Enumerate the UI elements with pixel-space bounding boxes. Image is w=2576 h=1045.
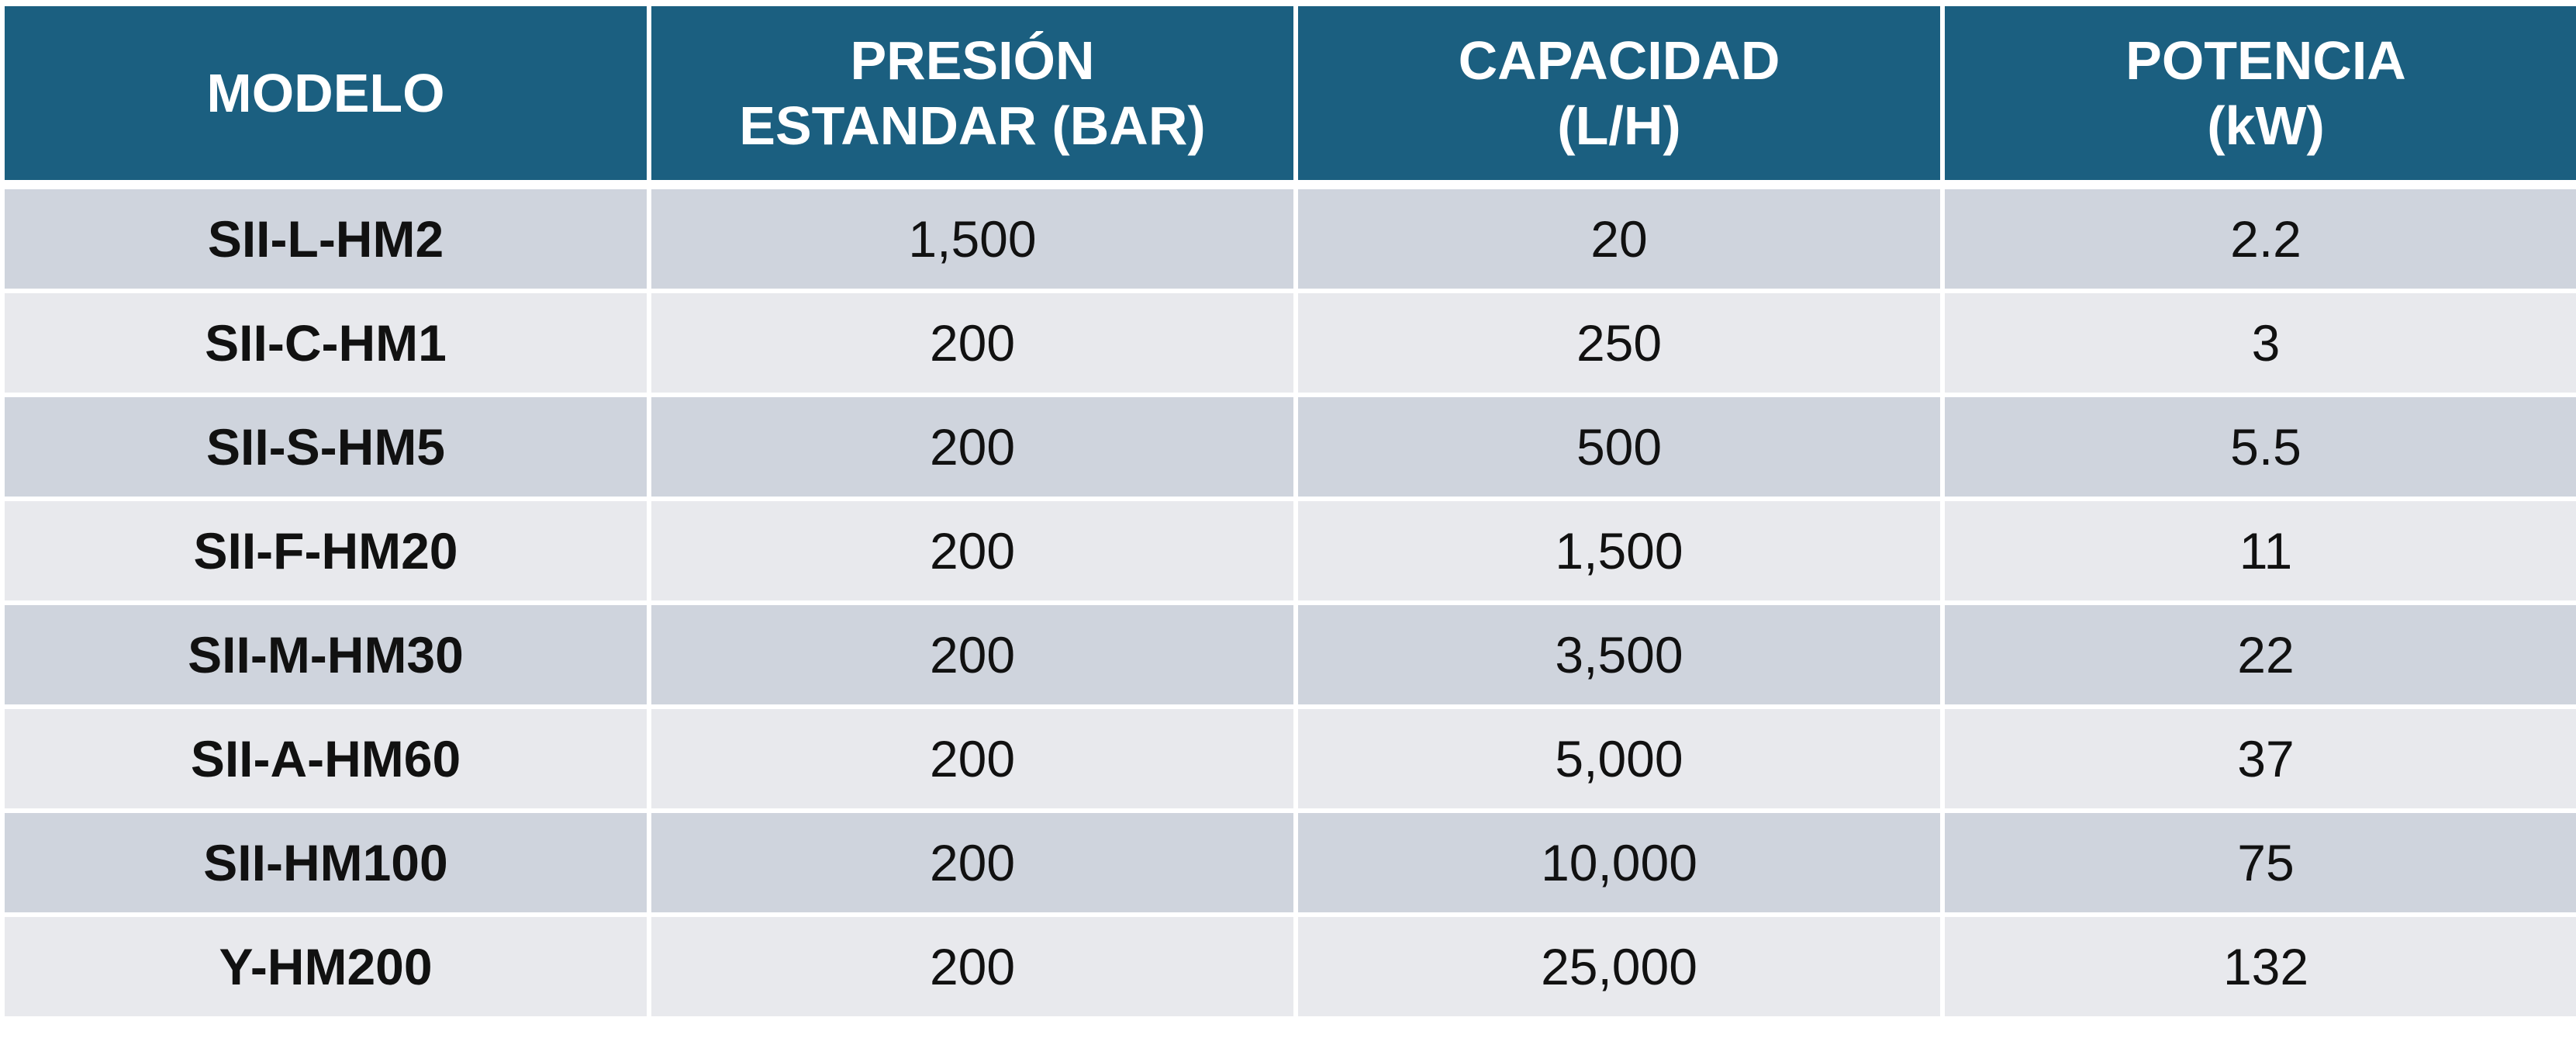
table-row: SII-C-HM1 200 250 3 xyxy=(5,293,2576,397)
table-row: Y-HM200 200 25,000 132 xyxy=(5,917,2576,1021)
cell-capacidad: 1,500 xyxy=(1298,501,1940,605)
header-capacidad-line1: CAPACIDAD xyxy=(1458,30,1780,91)
cell-potencia: 5.5 xyxy=(1945,397,2576,501)
cell-capacidad: 5,000 xyxy=(1298,709,1940,813)
cell-potencia: 132 xyxy=(1945,917,2576,1021)
cell-modelo: SII-F-HM20 xyxy=(5,501,647,605)
table-row: SII-L-HM2 1,500 20 2.2 xyxy=(5,189,2576,293)
cell-modelo: SII-HM100 xyxy=(5,813,647,917)
table-row: SII-HM100 200 10,000 75 xyxy=(5,813,2576,917)
cell-capacidad: 3,500 xyxy=(1298,605,1940,709)
cell-potencia: 3 xyxy=(1945,293,2576,397)
table-header-row: MODELO PRESIÓN ESTANDAR (BAR) CAPACIDAD … xyxy=(5,6,2576,189)
header-presion: PRESIÓN ESTANDAR (BAR) xyxy=(651,6,1293,189)
cell-modelo: SII-M-HM30 xyxy=(5,605,647,709)
cell-potencia: 22 xyxy=(1945,605,2576,709)
table-row: SII-A-HM60 200 5,000 37 xyxy=(5,709,2576,813)
cell-capacidad: 500 xyxy=(1298,397,1940,501)
cell-presion: 200 xyxy=(651,501,1293,605)
cell-modelo: Y-HM200 xyxy=(5,917,647,1021)
cell-capacidad: 10,000 xyxy=(1298,813,1940,917)
cell-presion: 1,500 xyxy=(651,189,1293,293)
cell-potencia: 37 xyxy=(1945,709,2576,813)
header-capacidad-line2: (L/H) xyxy=(1557,95,1681,156)
header-capacidad: CAPACIDAD (L/H) xyxy=(1298,6,1940,189)
spec-table: MODELO PRESIÓN ESTANDAR (BAR) CAPACIDAD … xyxy=(0,6,2576,1021)
cell-presion: 200 xyxy=(651,917,1293,1021)
cell-capacidad: 250 xyxy=(1298,293,1940,397)
cell-capacidad: 20 xyxy=(1298,189,1940,293)
table-row: SII-S-HM5 200 500 5.5 xyxy=(5,397,2576,501)
cell-potencia: 75 xyxy=(1945,813,2576,917)
cell-modelo: SII-C-HM1 xyxy=(5,293,647,397)
table-row: SII-F-HM20 200 1,500 11 xyxy=(5,501,2576,605)
cell-potencia: 2.2 xyxy=(1945,189,2576,293)
cell-modelo: SII-S-HM5 xyxy=(5,397,647,501)
header-presion-line2: ESTANDAR (BAR) xyxy=(739,95,1206,156)
cell-modelo: SII-L-HM2 xyxy=(5,189,647,293)
cell-capacidad: 25,000 xyxy=(1298,917,1940,1021)
cell-presion: 200 xyxy=(651,813,1293,917)
spec-table-container: MODELO PRESIÓN ESTANDAR (BAR) CAPACIDAD … xyxy=(0,6,2576,1021)
cell-potencia: 11 xyxy=(1945,501,2576,605)
cell-presion: 200 xyxy=(651,709,1293,813)
header-potencia: POTENCIA (kW) xyxy=(1945,6,2576,189)
cell-presion: 200 xyxy=(651,605,1293,709)
header-potencia-line1: POTENCIA xyxy=(2125,30,2406,91)
table-row: SII-M-HM30 200 3,500 22 xyxy=(5,605,2576,709)
cell-presion: 200 xyxy=(651,293,1293,397)
cell-modelo: SII-A-HM60 xyxy=(5,709,647,813)
header-potencia-line2: (kW) xyxy=(2207,95,2325,156)
header-modelo: MODELO xyxy=(5,6,647,189)
cell-presion: 200 xyxy=(651,397,1293,501)
header-presion-line1: PRESIÓN xyxy=(850,30,1095,91)
header-modelo-line1: MODELO xyxy=(206,63,445,123)
